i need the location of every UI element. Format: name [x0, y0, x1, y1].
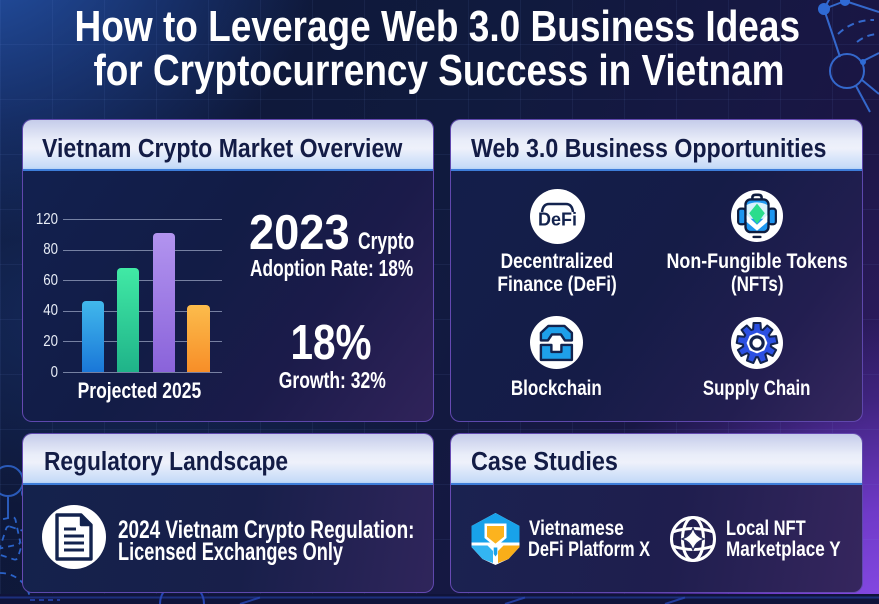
- svg-text:DeFi: DeFi: [537, 209, 576, 229]
